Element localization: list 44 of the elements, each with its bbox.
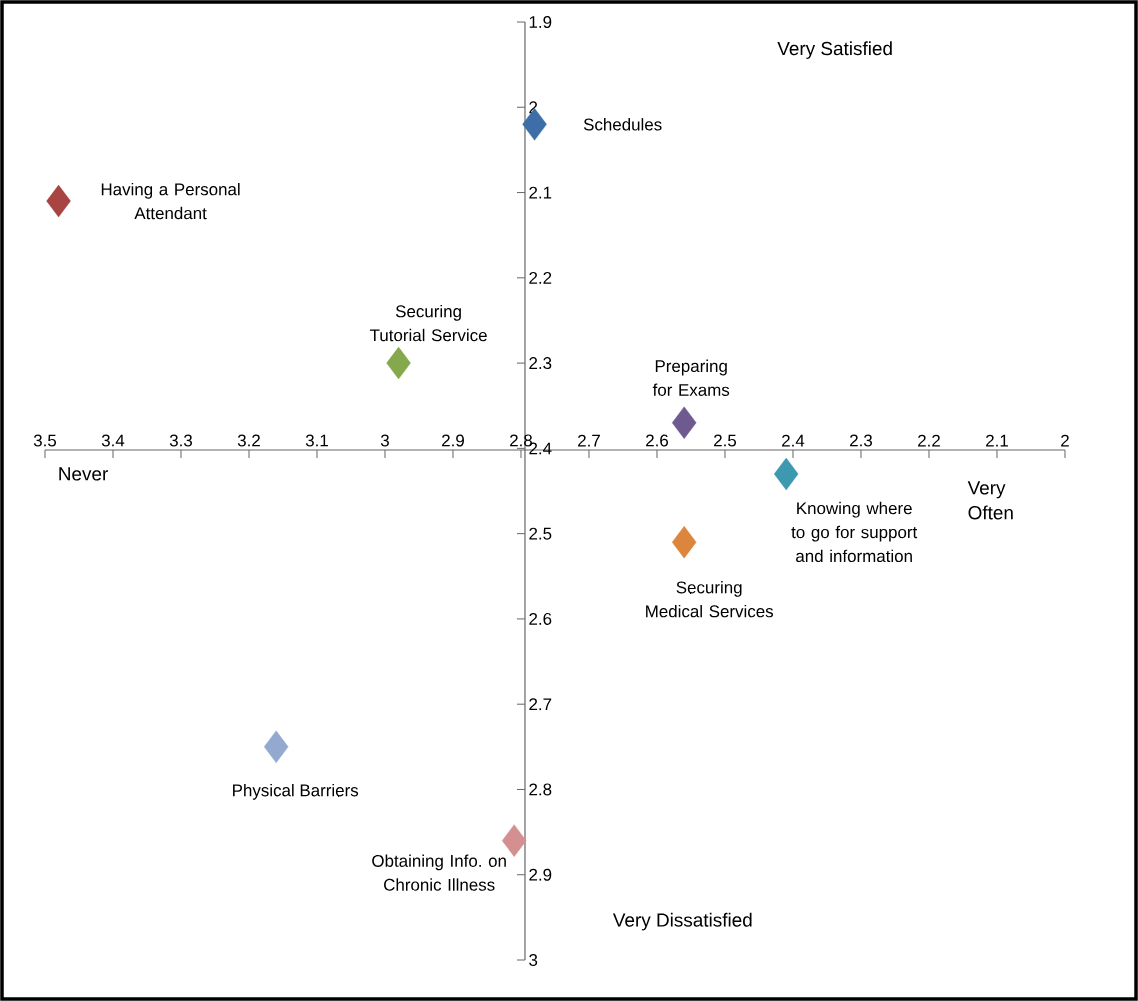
y-tick-label: 2.9 xyxy=(529,868,552,881)
x-tick-label: 2.3 xyxy=(850,434,873,447)
x-tick-label: 3.3 xyxy=(169,434,193,447)
series-label: Having a Personal Attendant xyxy=(101,182,240,220)
point xyxy=(671,406,697,439)
y-tick-label: 2.6 xyxy=(529,612,552,625)
x-tick-label: 3.1 xyxy=(305,434,328,447)
text: Securing Medical Services xyxy=(646,581,774,618)
x-tick-label: 2 xyxy=(1061,434,1069,447)
x-tick-label: 2.2 xyxy=(918,434,940,447)
point xyxy=(773,457,799,491)
series-label: Preparing for Exams xyxy=(652,359,730,396)
x-tick-label: 3.5 xyxy=(33,434,57,447)
y-tick-label: 3 xyxy=(529,954,538,967)
y-tick-label: 2.3 xyxy=(529,357,552,370)
y-tick-label: 1.9 xyxy=(529,16,552,28)
y-tick-label: 2.5 xyxy=(529,527,552,540)
y-tick-label: 2.1 xyxy=(529,186,552,199)
x-tick-label: 2.1 xyxy=(986,434,1008,447)
point xyxy=(46,184,71,218)
x-tick-label: 2.4 xyxy=(782,434,805,447)
series-label: Securing Tutorial Service xyxy=(369,304,487,342)
text: Schedules xyxy=(583,118,662,131)
point xyxy=(671,525,697,559)
point xyxy=(501,824,527,857)
y-tick-label: 2.7 xyxy=(529,698,552,711)
series-label: Obtaining Info. on Chronic Illness xyxy=(372,854,506,891)
annotation: Very Dissatisfied xyxy=(612,912,752,931)
y-tick-label: 2.8 xyxy=(529,783,552,796)
y-tick-label: 2.2 xyxy=(529,271,552,284)
x-tick-label: 3.4 xyxy=(101,434,125,447)
annotation: Very Often xyxy=(967,481,1013,520)
x-tick-label: 3 xyxy=(380,434,389,447)
text: Physical Barriers xyxy=(233,783,359,800)
x-tick-label: 2.7 xyxy=(578,434,600,447)
x-tick-label: 2.9 xyxy=(442,434,464,447)
point xyxy=(386,346,411,380)
x-tick-label: 3.2 xyxy=(237,434,260,447)
point xyxy=(263,730,289,764)
annotation: Never xyxy=(59,467,108,481)
annotation: Very Satisfied xyxy=(777,41,892,59)
series-label: Knowing where to go for support and information xyxy=(791,501,918,563)
x-tick-label: 2.5 xyxy=(714,434,737,447)
x-tick-label: 2.6 xyxy=(646,434,669,447)
